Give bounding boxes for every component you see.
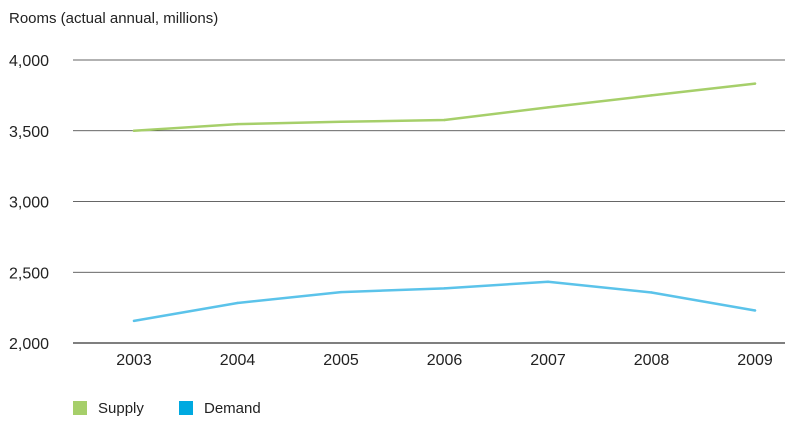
data-point-supply [236, 122, 239, 126]
data-point-demand [650, 291, 653, 294]
data-point-supply [753, 82, 757, 85]
y-axis-label: Rooms (actual annual, millions) [9, 10, 218, 27]
x-tick-label: 2005 [323, 352, 359, 369]
x-tick-label: 2008 [634, 352, 670, 369]
y-tick-label: 2,000 [9, 336, 49, 353]
y-tick-label: 2,500 [9, 265, 49, 282]
legend: Supply Demand [73, 400, 261, 417]
legend-label-demand: Demand [204, 400, 261, 417]
data-point-demand [236, 301, 239, 305]
legend-swatch-demand [179, 401, 193, 415]
series-lines [132, 82, 757, 323]
data-point-supply [650, 94, 653, 97]
y-tick-label: 3,500 [9, 124, 49, 141]
x-tick-label: 2003 [116, 352, 152, 369]
data-point-demand [339, 290, 343, 294]
x-tick-label: 2004 [220, 352, 256, 369]
y-tick-label: 3,000 [9, 195, 49, 212]
data-point-demand [132, 319, 136, 323]
legend-label-supply: Supply [98, 400, 144, 417]
legend-swatch-supply [73, 401, 87, 415]
data-point-demand [546, 280, 550, 283]
data-point-supply [546, 106, 550, 109]
data-point-demand [443, 287, 446, 290]
x-tick-label: 2009 [737, 352, 773, 369]
y-tick-label: 4,000 [9, 53, 49, 70]
data-point-demand [753, 309, 757, 312]
data-point-supply [339, 120, 343, 124]
x-axis-ticks: 2003 2004 2005 2006 2007 2008 2009 [116, 352, 773, 369]
gridlines [73, 59, 785, 344]
x-tick-label: 2007 [530, 352, 566, 369]
y-axis-ticks: 2,000 2,500 3,000 3,500 4,000 [9, 53, 49, 353]
data-point-supply [443, 118, 446, 122]
series-line-supply [132, 82, 757, 133]
x-tick-label: 2006 [427, 352, 463, 369]
data-point-supply [132, 129, 136, 132]
